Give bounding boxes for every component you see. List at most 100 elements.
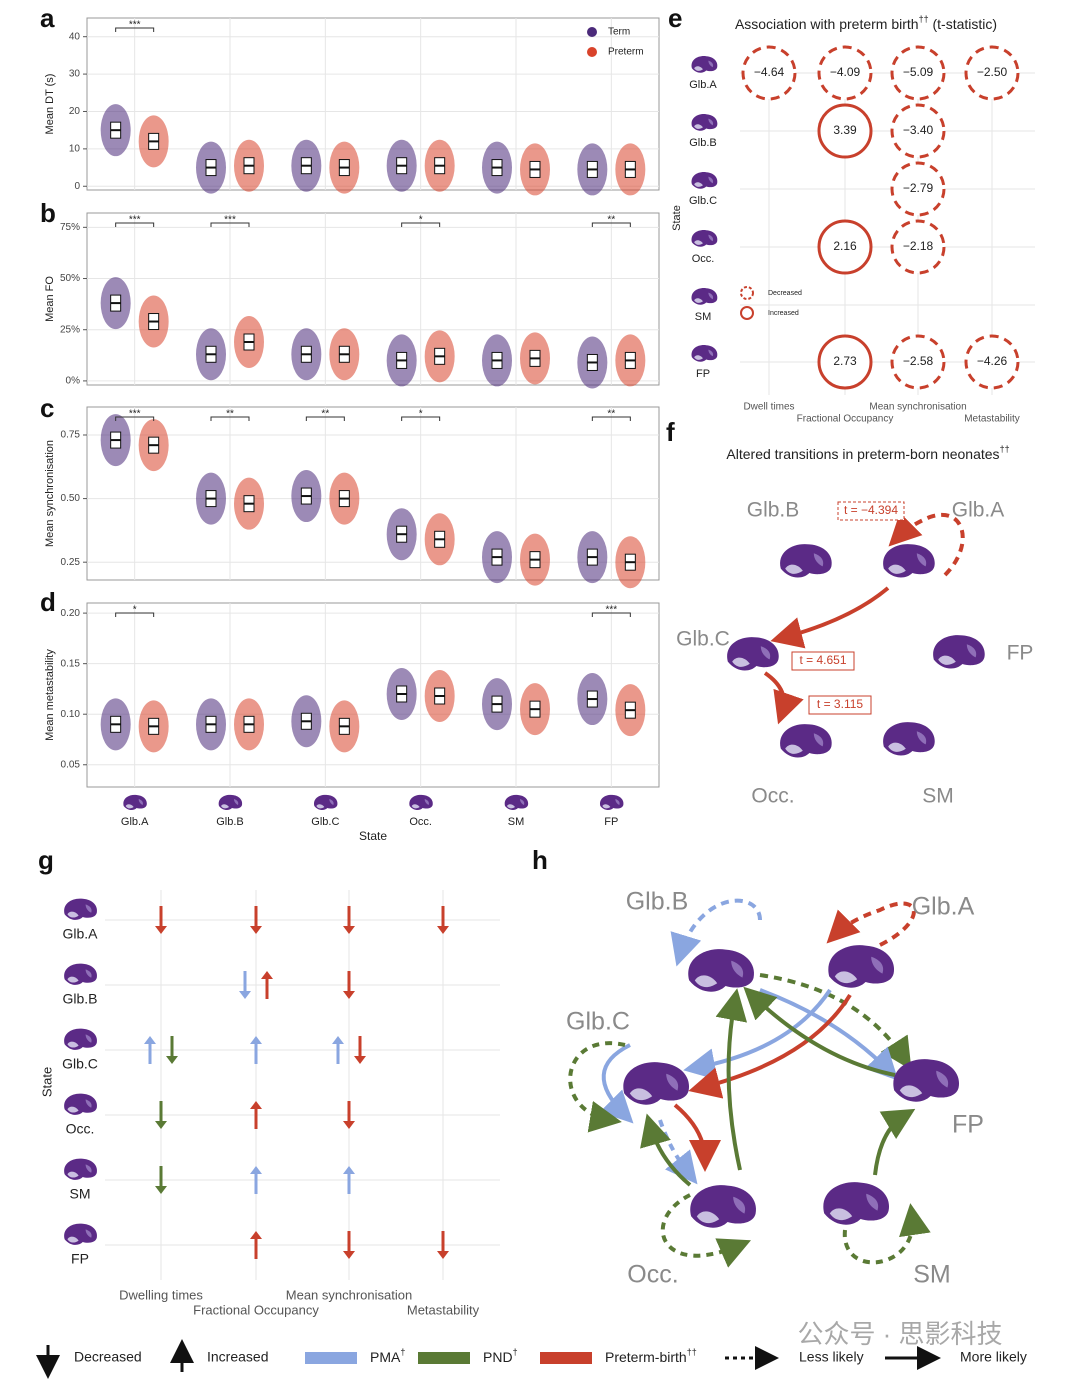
legend-marker [587,27,597,37]
legend-label: Preterm [608,47,644,58]
change-arrow [332,1036,344,1064]
legend-text: Preterm-birth [605,1349,687,1365]
brain-region [67,1236,79,1243]
change-arrow [354,1036,366,1064]
brain-region [694,182,703,187]
edge-label-box [808,695,872,715]
y-tick-label: 75% [60,222,80,233]
brain-region [732,657,750,667]
brain-shape [64,1093,98,1115]
arrow-head [343,991,355,999]
panel-letter: a [40,3,55,33]
brain-shape [688,949,755,992]
brain-region [85,1034,92,1043]
brain-icon [727,637,779,671]
brain-region [85,1164,92,1173]
legend-text: PND [483,1349,513,1365]
change-arrow [343,1231,355,1259]
node-label: Glb.A [912,893,975,921]
brain-region [888,742,906,752]
legend-label: Increased [207,1349,268,1365]
brain-icon [691,345,718,362]
significance-bracket [305,416,345,421]
brain-shape [883,544,935,578]
y-tick-label: 0.05 [61,759,81,770]
brain-region [834,971,858,984]
brain-region [411,804,420,809]
state-label: Occ. [692,253,715,265]
brain-icon [691,172,718,189]
brain-shape [691,288,718,305]
brain-shape [691,56,718,73]
brain-shape [409,794,433,811]
transition-edges [763,512,965,725]
arrow-head [343,1251,355,1259]
state-label: SM [70,1186,91,1202]
brain-icon [314,794,338,811]
x-tick-label: Glb.B [216,816,244,828]
node-label: Occ. [627,1261,678,1289]
brain-region [694,355,703,360]
brain-icon [883,544,935,578]
edge-label: t = 3.115 [817,697,863,711]
x-tick-label: Occ. [409,816,432,828]
state-label: SM [695,311,712,323]
significance-bracket [401,222,441,227]
arrow-head [250,1036,262,1044]
state-label: Occ. [66,1121,95,1137]
effect-label: −5.09 [903,65,934,79]
arrow-head [437,926,449,934]
y-axis-label: Mean synchronisation [44,440,56,547]
edge-label-box [837,501,905,521]
brain-region [85,1099,92,1108]
brain-region [708,292,714,300]
brain-shape [883,722,935,756]
edge [715,988,748,1171]
effect-label: −2.50 [977,65,1008,79]
significance-label: ** [321,409,329,420]
plot-frame [86,17,660,191]
y-tick-label: 0.25 [61,557,81,568]
change-arrow [250,1166,262,1194]
effect-label: −2.79 [903,181,934,195]
y-tick-label: 0.50 [61,493,81,504]
node-label: FP [1007,642,1034,665]
brain-shape [780,724,832,758]
legend-swatch [418,1352,470,1364]
significance-label: ** [607,215,615,226]
effect-label: −2.18 [903,239,934,253]
y-tick-label: 25% [60,324,80,335]
edge [873,1108,916,1176]
network-edges [568,898,931,1268]
brain-icon [64,1158,98,1180]
brain-region [696,1211,720,1224]
brain-shape [64,963,98,985]
x-tick-label: SM [508,816,525,828]
significance-label: *** [605,605,617,616]
brain-region [694,975,718,988]
significance-bracket [210,416,250,421]
legend-swatch [540,1352,592,1364]
brain-icon [409,794,433,811]
brain-region [125,804,134,809]
brain-region [666,1073,679,1091]
brain-region [938,655,956,665]
brain-region [936,1070,949,1088]
measure-label: Mean synchronisation [286,1287,412,1302]
brain-region [67,1106,79,1113]
panel-letter: h [532,845,548,875]
brain-region [708,118,714,126]
node-label: FP [952,1111,984,1139]
change-arrow [239,971,251,999]
arrow-head [343,1166,355,1174]
change-arrow [166,1036,178,1064]
arrow-head [155,1186,167,1194]
significance-label: *** [224,215,236,226]
brain-icon [691,56,718,73]
arrow-head [343,926,355,934]
brain-region [708,234,714,242]
effect-label: −3.40 [903,123,934,137]
brain-shape [691,172,718,189]
brain-region [916,731,927,745]
change-arrow [155,1101,167,1129]
